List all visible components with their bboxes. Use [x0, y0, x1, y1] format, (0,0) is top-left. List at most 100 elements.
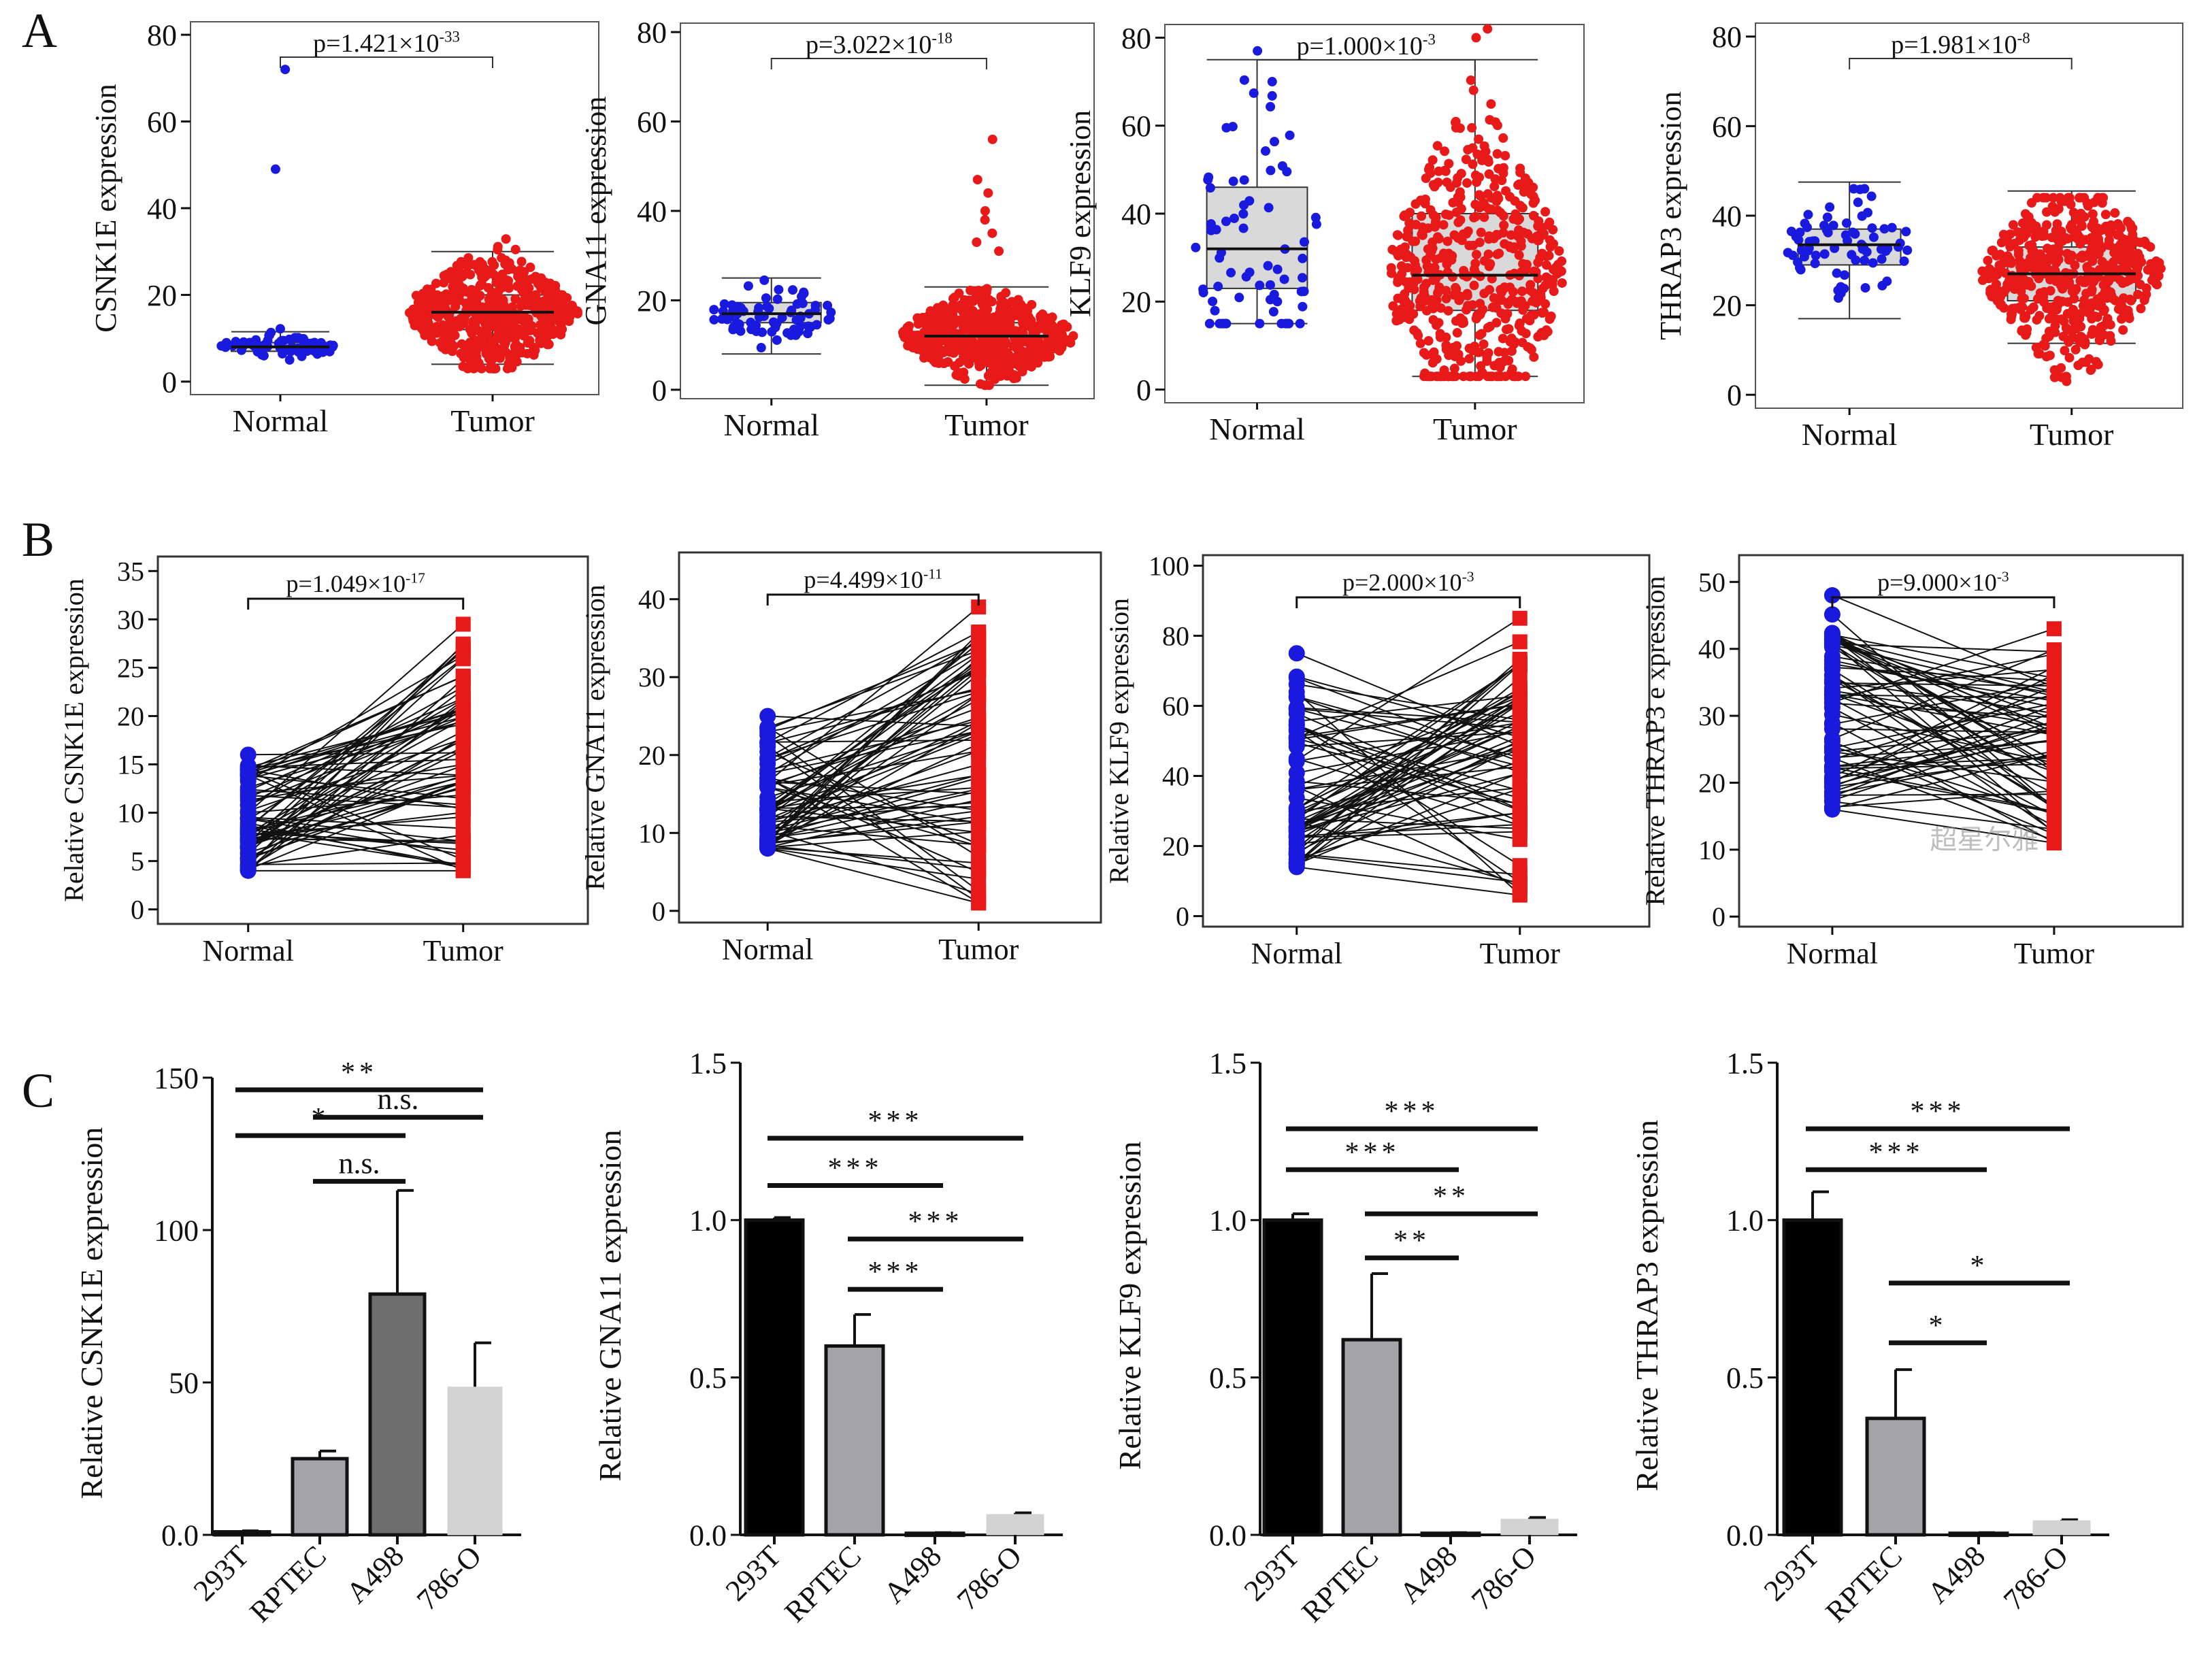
data-point	[2118, 325, 2128, 335]
pair-line	[1296, 708, 1520, 729]
data-point	[2145, 242, 2156, 252]
data-point	[2073, 361, 2083, 371]
x-tick-label: Normal	[1787, 937, 1878, 970]
data-point	[938, 327, 948, 337]
data-point	[2098, 280, 2109, 290]
data-point	[500, 259, 510, 269]
data-point	[2096, 322, 2106, 332]
panel-b-chart-csnk1e: 0 5 10 15 20 25 30 35 Relative CSNK1E expression…	[59, 555, 589, 967]
data-point	[1263, 261, 1273, 271]
pair-line	[1296, 735, 1521, 831]
data-point	[989, 349, 1000, 359]
data-point	[1828, 220, 1838, 231]
p-value-exponent: -17	[406, 569, 425, 586]
data-point	[442, 327, 452, 337]
data-point	[728, 325, 738, 335]
data-point	[1455, 215, 1466, 225]
y-tick-label: 40	[147, 192, 177, 225]
data-point	[1456, 169, 1466, 179]
data-point	[804, 321, 814, 331]
normal-point	[1288, 668, 1305, 685]
data-point	[975, 316, 985, 326]
x-tick-label: RPTEC	[1295, 1539, 1385, 1628]
data-point	[1521, 329, 1531, 339]
data-point	[960, 299, 970, 309]
data-point	[993, 335, 1004, 346]
data-point	[994, 246, 1004, 256]
data-point	[969, 286, 979, 297]
data-point	[2103, 240, 2113, 250]
tumor-point	[1512, 858, 1528, 874]
significance-label: ***	[1869, 1137, 1924, 1168]
pair-line	[1296, 652, 1521, 747]
data-point	[1387, 268, 1397, 278]
pair-line	[767, 633, 979, 842]
pair-line	[1832, 649, 2055, 740]
data-point	[1443, 305, 1453, 316]
y-tick-label: 80	[147, 19, 177, 52]
p-value-prefix: p=1.421×10	[313, 29, 439, 58]
data-point	[2125, 295, 2135, 305]
data-point	[555, 293, 565, 303]
data-point	[959, 316, 969, 327]
data-point	[239, 337, 249, 347]
data-point	[2079, 277, 2089, 287]
data-point	[2104, 291, 2115, 301]
data-point	[1542, 327, 1553, 337]
data-point	[1444, 210, 1454, 220]
pair-line	[1296, 698, 1521, 809]
data-point	[275, 324, 285, 334]
pair-line	[767, 660, 979, 809]
data-point	[1483, 371, 1493, 382]
y-tick-label: 20	[1121, 286, 1151, 319]
data-point	[2087, 222, 2098, 233]
data-point	[1238, 223, 1249, 233]
x-tick-label: 293T	[719, 1539, 787, 1607]
data-point	[2045, 251, 2056, 261]
y-tick-label: 25	[117, 652, 144, 683]
data-point	[1481, 201, 1491, 212]
x-tick-label: 786-O	[1997, 1539, 2075, 1616]
pair-line	[248, 746, 464, 846]
data-point	[511, 339, 521, 350]
data-point	[1468, 300, 1478, 310]
data-point	[2135, 280, 2145, 290]
data-point	[1995, 263, 2005, 273]
data-point	[1253, 46, 1263, 56]
data-point	[2095, 335, 2105, 346]
data-point	[1198, 284, 1208, 295]
p-value-exponent: -11	[923, 565, 942, 582]
pair-line	[767, 778, 979, 874]
data-point	[2047, 201, 2058, 212]
panel-a-chart-csnk1e: 0 20 40 60 80 CSNK1E expression Normal Tumor p=1…	[89, 19, 599, 438]
pair-line	[1296, 740, 1521, 853]
pair-line	[248, 818, 463, 855]
data-point	[465, 269, 476, 280]
data-point	[1794, 235, 1804, 245]
normal-point	[1288, 700, 1305, 717]
data-point	[2124, 313, 2134, 323]
data-point	[1554, 246, 1564, 256]
data-point	[1483, 157, 1493, 167]
tumor-point	[971, 780, 987, 795]
data-point	[531, 271, 541, 282]
pair-line	[767, 670, 979, 761]
pair-line	[1832, 722, 2055, 844]
data-point	[1876, 244, 1886, 254]
data-point	[2109, 248, 2119, 258]
data-point	[1528, 296, 1538, 306]
panel-a-chart-gna11: 0 20 40 60 80 GNA11 expression Normal Tumor p=3.…	[579, 16, 1095, 442]
data-point	[2042, 207, 2052, 217]
data-point	[1298, 273, 1308, 283]
pair-line	[1296, 743, 1521, 863]
data-point	[1467, 122, 1477, 133]
data-point	[1832, 268, 1842, 278]
data-point	[2070, 344, 2081, 354]
data-point	[1417, 211, 1427, 221]
y-axis-label: Relative THRAP3 e xpression	[1640, 576, 1670, 906]
pair-line	[767, 810, 979, 839]
y-tick-label: 20	[117, 701, 144, 731]
normal-point	[759, 779, 776, 796]
pair-line	[1296, 812, 1520, 846]
